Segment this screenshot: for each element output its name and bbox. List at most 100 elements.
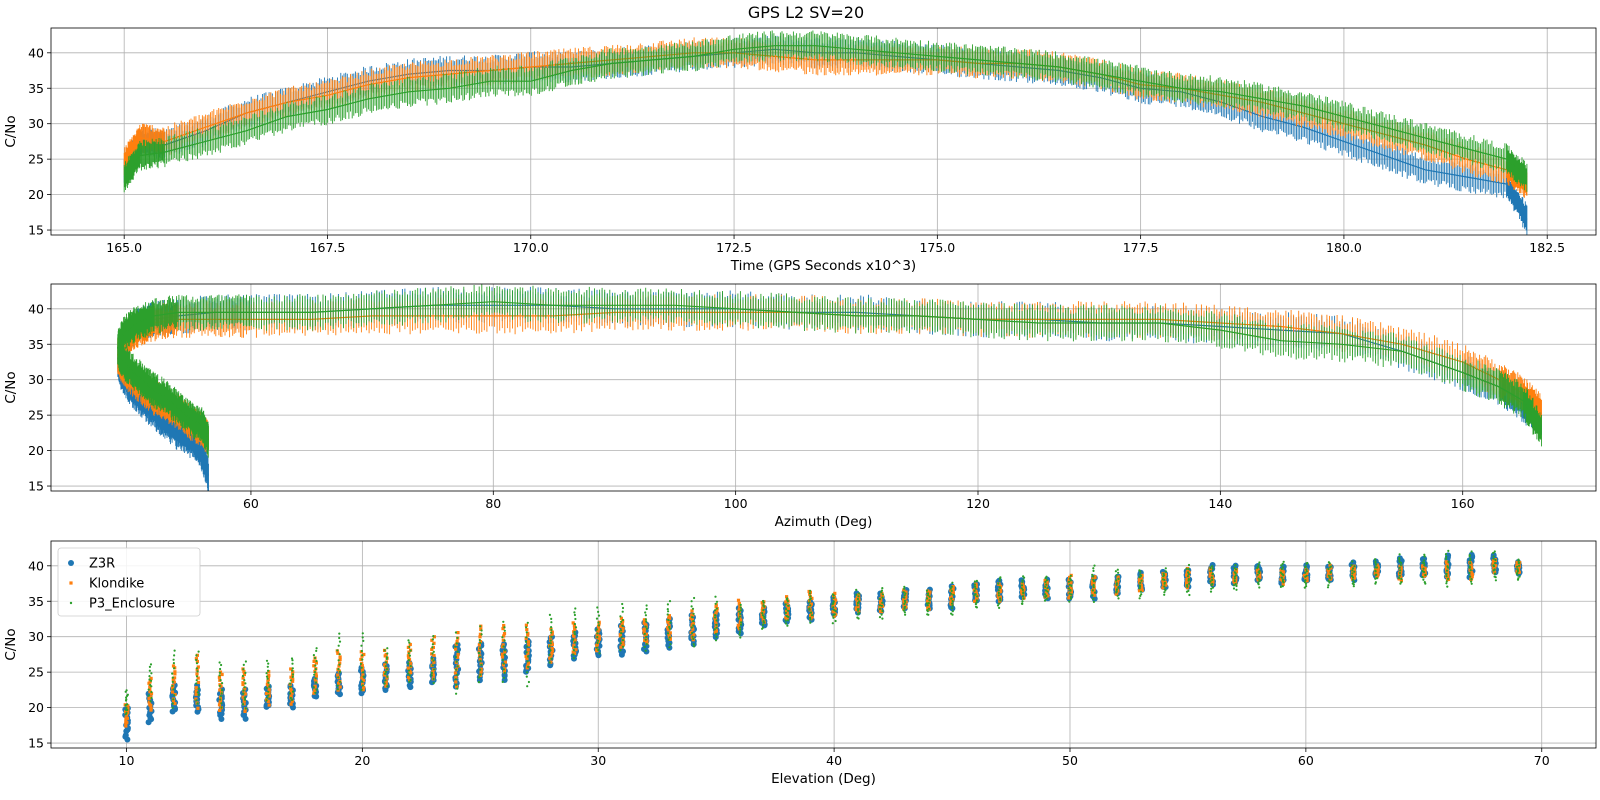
data-point [1305,570,1308,573]
data-point [338,655,342,659]
data-point [619,615,622,618]
data-point [149,707,153,711]
data-point [314,681,318,684]
data-point [854,597,859,601]
data-point [243,696,246,699]
data-point [1518,564,1521,567]
data-point [147,688,150,691]
data-point [196,670,199,673]
data-point [360,649,363,653]
data-point [1234,564,1237,567]
data-point [1188,582,1191,585]
data-point [1093,575,1097,580]
x-tick-label: 182.5 [1529,240,1565,255]
azimuth-subplot: 60 80 100 120 140 160 15 20 25 30 35 40 Azimuth (Deg… [3,283,1597,530]
data-point [784,609,789,613]
data-point [784,600,788,604]
data-point [407,656,411,660]
data-point [1398,560,1401,563]
data-point [573,633,577,636]
data-point [1210,574,1214,578]
data-point [549,642,552,645]
data-point [242,703,245,706]
data-point [831,622,834,625]
data-point [386,647,389,650]
data-point [621,639,625,643]
data-point [738,605,742,609]
x-tick-label: 167.5 [310,240,346,255]
data-point [1021,585,1025,589]
data-point [666,632,670,635]
data-point [454,675,458,679]
data-point [432,641,436,645]
data-point [1351,569,1354,572]
data-point [338,661,342,665]
data-point [1139,581,1142,585]
data-point [1209,580,1212,583]
data-point [596,635,599,639]
data-point [832,609,836,613]
data-point [1281,582,1285,586]
data-point [197,687,200,690]
data-point [1327,561,1330,564]
data-point [926,609,929,612]
data-point [1376,565,1380,569]
data-point [194,689,198,693]
data-point [1421,570,1424,573]
data-point [926,599,930,603]
legend-box [57,547,201,617]
data-point [196,702,199,705]
data-point [337,659,340,662]
data-point [1116,575,1120,579]
data-point [1422,578,1425,581]
data-point [761,606,765,611]
data-point [362,652,366,657]
data-point [785,595,789,599]
data-point [195,662,199,665]
data-point [1234,582,1237,586]
x-tick-label: 172.5 [716,240,752,255]
data-point [809,621,812,624]
data-point [550,626,553,629]
data-point [903,605,907,608]
data-point [1093,564,1096,567]
data-point [1186,575,1190,578]
data-point [314,668,317,671]
data-point [125,706,128,710]
data-point [574,641,577,644]
data-point [265,682,269,686]
data-point [244,660,247,663]
data-point [267,662,270,665]
data-point [384,684,388,688]
data-point [1446,573,1450,577]
data-point [644,614,648,617]
data-point [621,629,625,633]
data-point [550,643,554,647]
data-point [574,626,578,629]
data-point [1069,589,1072,592]
data-point [361,688,365,692]
data-point [550,617,553,621]
data-point [620,642,624,646]
data-point [1209,566,1212,570]
data-point [1161,578,1165,581]
data-point [267,681,270,684]
data-point [1494,579,1497,582]
data-point [785,611,789,615]
data-point [1140,588,1144,592]
data-point [479,667,483,671]
data-point [456,631,460,635]
data-point [714,624,718,628]
data-point [243,698,247,701]
x-tick-label: 160 [1451,496,1475,511]
data-point [1352,567,1355,570]
data-point [479,625,482,628]
y-tick-label: 35 [28,81,44,96]
data-point [385,657,388,661]
data-point [1161,579,1165,583]
data-point [550,632,554,636]
data-point [784,603,787,606]
data-point [809,614,813,618]
data-point [832,602,835,605]
